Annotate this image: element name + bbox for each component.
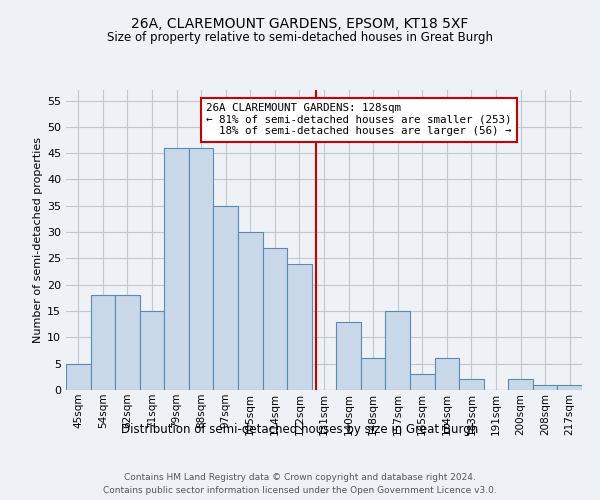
Bar — [533, 384, 557, 390]
Bar — [361, 358, 385, 390]
Bar — [66, 364, 91, 390]
Bar — [287, 264, 312, 390]
Bar — [140, 311, 164, 390]
Text: 26A, CLAREMOUNT GARDENS, EPSOM, KT18 5XF: 26A, CLAREMOUNT GARDENS, EPSOM, KT18 5XF — [131, 18, 469, 32]
Bar — [459, 380, 484, 390]
Bar — [263, 248, 287, 390]
Text: Distribution of semi-detached houses by size in Great Burgh: Distribution of semi-detached houses by … — [121, 422, 479, 436]
Text: 26A CLAREMOUNT GARDENS: 128sqm
← 81% of semi-detached houses are smaller (253)
 : 26A CLAREMOUNT GARDENS: 128sqm ← 81% of … — [206, 103, 512, 136]
Bar — [557, 384, 582, 390]
Bar — [238, 232, 263, 390]
Bar — [115, 296, 140, 390]
Bar — [336, 322, 361, 390]
Bar — [434, 358, 459, 390]
Text: Contains HM Land Registry data © Crown copyright and database right 2024.: Contains HM Land Registry data © Crown c… — [124, 472, 476, 482]
Bar — [164, 148, 189, 390]
Text: Contains public sector information licensed under the Open Government Licence v3: Contains public sector information licen… — [103, 486, 497, 495]
Bar — [410, 374, 434, 390]
Bar — [385, 311, 410, 390]
Y-axis label: Number of semi-detached properties: Number of semi-detached properties — [33, 137, 43, 343]
Bar — [91, 296, 115, 390]
Bar — [189, 148, 214, 390]
Text: Size of property relative to semi-detached houses in Great Burgh: Size of property relative to semi-detach… — [107, 31, 493, 44]
Bar — [508, 380, 533, 390]
Bar — [214, 206, 238, 390]
